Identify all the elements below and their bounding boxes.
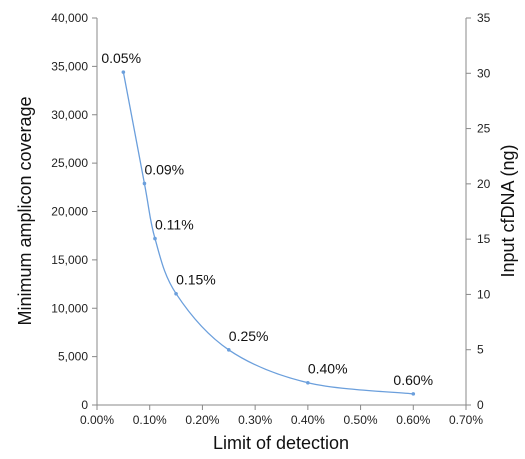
data-point — [411, 392, 416, 396]
ticks-layer: 0.00% 0.10% 0.20% 0.30% 0.40% 0.50% 0.60% 0.70%… — [51, 11, 490, 427]
data-point — [142, 181, 147, 186]
y-tick-label: 0 — [81, 398, 88, 412]
x-tick-label: 0.10% — [133, 413, 167, 427]
y2-tick-label: 0 — [477, 398, 484, 412]
y-tick-label: 10,000 — [51, 301, 88, 315]
y2-tick-label: 30 — [477, 66, 491, 80]
y-tick-label: 20,000 — [51, 205, 88, 219]
y-tick-label: 5,000 — [58, 350, 88, 364]
data-label: 0.15% — [176, 272, 216, 288]
y2-tick-label: 15 — [477, 232, 491, 246]
x-tick-label: 0.70% — [449, 413, 483, 427]
x-tick-label: 0.50% — [344, 413, 378, 427]
y-tick-label: 25,000 — [51, 156, 88, 170]
x-tick-label: 0.40% — [291, 413, 325, 427]
y-tick-label: 40,000 — [51, 11, 88, 25]
y2-axis-title: Input cfDNA (ng) — [498, 144, 518, 277]
x-tick-label: 0.00% — [80, 413, 114, 427]
points-layer: 0.05% 0.09% 0.11% 0.15% 0.25% 0.40% 0.60% — [101, 50, 433, 396]
y2-tick-label: 20 — [477, 177, 491, 191]
data-point — [226, 348, 231, 352]
data-label: 0.25% — [229, 328, 269, 344]
data-point — [121, 70, 126, 74]
x-tick-label: 0.30% — [238, 413, 272, 427]
y-tick-label: 15,000 — [51, 253, 88, 267]
data-point — [306, 380, 310, 385]
x-tick-label: 0.20% — [185, 413, 219, 427]
data-label: 0.60% — [393, 372, 433, 388]
y-tick-label: 30,000 — [51, 108, 88, 122]
y2-tick-label: 35 — [477, 11, 491, 25]
data-label: 0.09% — [144, 161, 184, 177]
data-label: 0.11% — [155, 217, 194, 233]
y-axis-title: Minimum amplicon coverage — [15, 96, 35, 325]
x-axis-title: Limit of detection — [213, 433, 349, 453]
x-tick-label: 0.60% — [396, 413, 430, 427]
data-label: 0.05% — [101, 50, 141, 66]
y2-tick-label: 5 — [477, 343, 484, 357]
y-tick-label: 35,000 — [51, 59, 88, 73]
data-point — [153, 236, 157, 241]
data-point — [174, 291, 178, 296]
series-line — [122, 72, 414, 395]
data-label: 0.40% — [308, 361, 348, 377]
y2-tick-label: 25 — [477, 122, 491, 136]
y2-tick-label: 10 — [477, 287, 491, 301]
